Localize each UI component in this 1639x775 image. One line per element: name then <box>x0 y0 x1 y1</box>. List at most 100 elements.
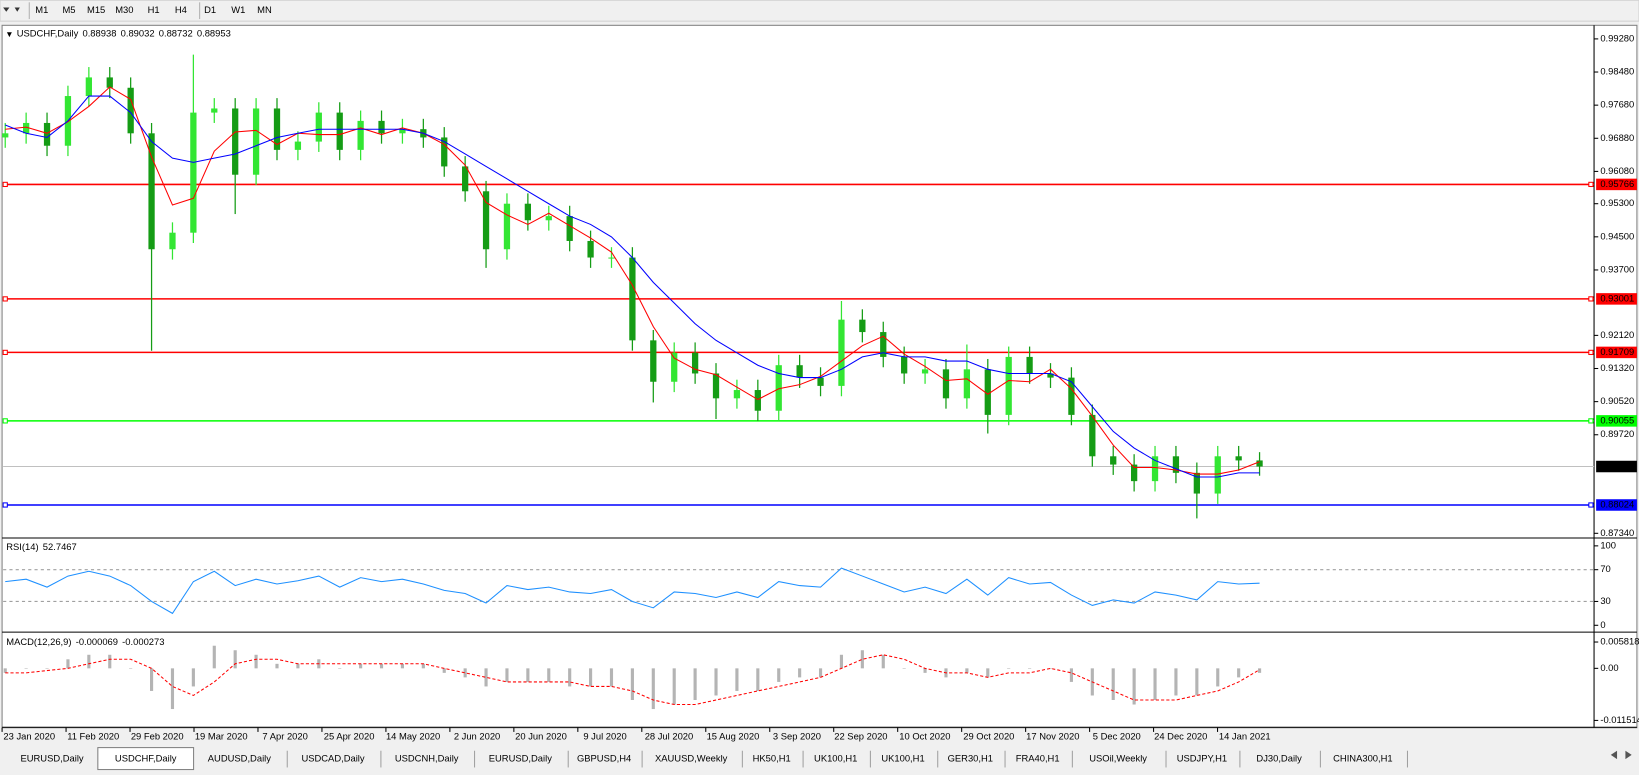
macd-histogram-bar <box>484 668 488 687</box>
high-value: 0.89032 <box>121 28 155 39</box>
macd-histogram-bar <box>1237 668 1241 678</box>
symbol-tab[interactable]: EURUSD,Daily <box>20 753 83 764</box>
macd-histogram-bar <box>296 663 300 669</box>
symbol-tab[interactable]: UK100,H1 <box>814 753 857 764</box>
symbol-tab[interactable]: USDCAD,Daily <box>301 753 364 764</box>
candle-body <box>733 390 741 399</box>
candle-body <box>1026 356 1033 374</box>
candle-body <box>712 373 720 399</box>
symbol-tab[interactable]: GBPUSD,H4 <box>577 753 631 764</box>
low-value: 0.88732 <box>159 28 193 39</box>
y-tick-label: 0.96080 <box>1600 165 1634 176</box>
x-tick-label: 9 Jul 2020 <box>583 731 626 742</box>
symbol-tab[interactable]: USDCHF,Daily <box>115 753 177 764</box>
x-tick-label: 29 Feb 2020 <box>131 731 184 742</box>
candle-body <box>1047 373 1054 378</box>
symbol-tab[interactable]: USOil,Weekly <box>1089 753 1147 764</box>
candle-body <box>1235 456 1242 461</box>
level-handle <box>1588 181 1594 188</box>
x-tick-label: 29 Oct 2020 <box>963 731 1014 742</box>
candle-body <box>921 369 929 374</box>
symbol-tab[interactable]: AUDUSD,Daily <box>208 753 271 764</box>
candle-body <box>629 257 636 341</box>
macd-title: MACD(12,26,9) -0.000069 -0.000273 <box>6 637 164 648</box>
candle-body <box>1214 456 1221 494</box>
chart-menu-arrow[interactable]: ▼ <box>5 29 13 39</box>
macd-histogram-bar <box>860 650 864 669</box>
level-price-box <box>1596 178 1637 191</box>
level-price-box <box>1596 346 1637 359</box>
candle-body <box>441 137 448 167</box>
macd-histogram-bar <box>1153 668 1157 701</box>
timeframe-button[interactable]: W1 <box>231 4 245 15</box>
chart-title: USDCHF,Daily 0.88938 0.89032 0.88732 0.88953 <box>17 28 231 39</box>
candle-body <box>984 369 991 415</box>
macd-histogram-bar <box>233 650 237 669</box>
x-tick-label: 10 Oct 2020 <box>899 731 950 742</box>
macd-histogram-bar <box>568 668 572 687</box>
indicator-name: RSI(14) <box>6 541 38 552</box>
candle-body <box>148 133 155 250</box>
x-tick-label: 14 May 2020 <box>386 731 440 742</box>
timeframe-button[interactable]: M30 <box>115 4 133 15</box>
level-handle <box>2 181 8 188</box>
candle-body <box>252 108 260 175</box>
symbol-tab[interactable]: GER30,H1 <box>948 753 993 764</box>
timeframe-button[interactable]: M15 <box>87 4 105 15</box>
candle-body <box>671 352 678 382</box>
candle-body <box>838 319 845 386</box>
timeframe-button[interactable]: H1 <box>148 4 160 15</box>
symbol-tab[interactable]: HK50,H1 <box>753 753 791 764</box>
symbol-tab[interactable]: XAUUSD,Weekly <box>655 753 728 764</box>
macd-histogram-bar <box>923 668 927 673</box>
x-tick-label: 25 Apr 2020 <box>324 731 375 742</box>
x-tick-label: 28 Jul 2020 <box>645 731 694 742</box>
level-price-label: 0.95766 <box>1600 178 1634 189</box>
macd-histogram-bar <box>986 668 990 678</box>
candle-body <box>1130 464 1138 482</box>
candle-body <box>1151 456 1159 482</box>
timeframe-button[interactable]: D1 <box>204 4 216 15</box>
candle-body <box>859 319 866 333</box>
indicator-value: -0.000069 <box>76 637 118 648</box>
x-tick-label: 24 Dec 2020 <box>1154 731 1207 742</box>
timeframe-button[interactable]: MN <box>257 4 272 15</box>
symbol-tab[interactable]: DJ30,Daily <box>1256 753 1302 764</box>
candle-body <box>691 352 699 374</box>
macd-histogram-bar <box>1195 668 1199 696</box>
tab-scroll-arrows[interactable] <box>1610 750 1632 760</box>
symbol-tab[interactable]: EURUSD,Daily <box>489 753 552 764</box>
y-tick-label: 0 <box>1600 619 1605 630</box>
candle-body <box>2 133 9 138</box>
level-handle <box>1588 296 1594 302</box>
x-tick-label: 5 Dec 2020 <box>1093 731 1141 742</box>
timeframe-button[interactable]: H4 <box>175 4 187 15</box>
macd-histogram-bar <box>1028 668 1032 669</box>
macd-histogram-bar <box>400 663 405 669</box>
candle-body <box>43 122 51 146</box>
toolbar-dropdown[interactable] <box>3 7 20 12</box>
macd-histogram-bar <box>630 668 634 701</box>
y-tick-label: 0.92120 <box>1600 329 1634 340</box>
candle-body <box>357 120 364 150</box>
level-handle <box>1588 502 1594 508</box>
level-handle <box>2 296 8 302</box>
y-tick-label: 0.00 <box>1600 662 1618 673</box>
x-tick-label: 3 Sep 2020 <box>773 731 821 742</box>
symbol-tab[interactable]: USDCNH,Daily <box>395 753 459 764</box>
timeframe-button[interactable]: M1 <box>35 4 48 15</box>
open-value: 0.88938 <box>82 28 116 39</box>
candle-body <box>462 166 469 192</box>
x-tick-label: 7 Apr 2020 <box>262 731 307 742</box>
timeframe-button[interactable]: M5 <box>62 4 75 15</box>
y-tick-label: 0.99280 <box>1600 32 1634 43</box>
symbol-tab[interactable]: USDJPY,H1 <box>1177 753 1227 764</box>
candle-body <box>1068 377 1075 415</box>
level-handle <box>2 418 8 424</box>
candle-body <box>817 377 824 386</box>
symbol-tab[interactable]: CHINA300,H1 <box>1333 753 1393 764</box>
symbol-tab[interactable]: UK100,H1 <box>881 753 924 764</box>
x-tick-label: 15 Aug 2020 <box>707 731 760 742</box>
symbol-tab[interactable]: FRA40,H1 <box>1016 753 1060 764</box>
candle-body <box>754 390 761 411</box>
